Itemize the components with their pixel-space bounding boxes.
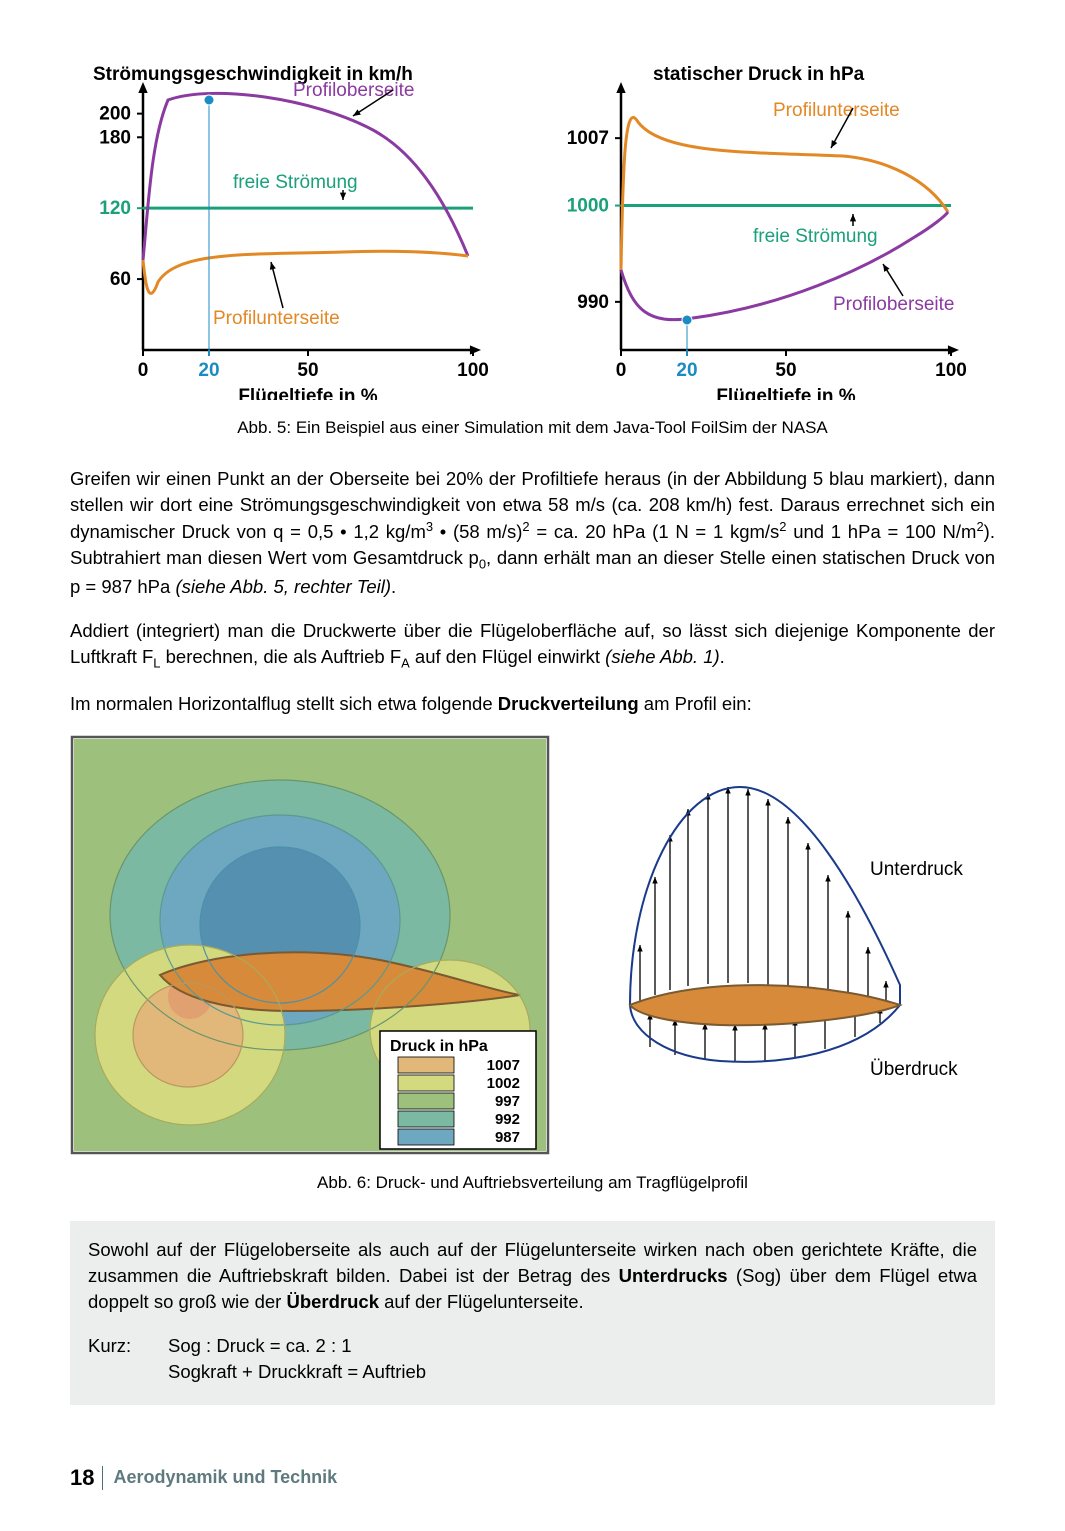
svg-text:1002: 1002 [487,1075,520,1092]
svg-text:200: 200 [99,104,131,125]
svg-text:120: 120 [99,198,131,219]
svg-text:Profilunterseite: Profilunterseite [213,308,340,329]
p1g: (siehe Abb. 5, rechter Teil) [175,576,391,597]
figure-5-charts: Strömungsgeschwindigkeit in km/h02050100… [70,60,995,400]
summary-box: Sowohl auf der Flügeloberseite als auch … [70,1221,995,1404]
kurz-line-2: Sogkraft + Druckkraft = Auftrieb [168,1359,426,1385]
p1c: = ca. 20 hPa (1 N = 1 kgm/s [530,521,780,542]
svg-text:100: 100 [935,360,967,381]
svg-text:50: 50 [775,360,796,381]
kurz-line-1: Sog : Druck = ca. 2 : 1 [168,1333,426,1359]
pressure-contour-plot: Druck in hPa 10071002997992987 [70,735,550,1155]
footer-title: Aerodynamik und Technik [113,1467,337,1488]
svg-text:1007: 1007 [487,1057,520,1074]
svg-text:Flügeltiefe in %: Flügeltiefe in % [716,386,855,400]
svg-text:60: 60 [109,269,130,290]
svg-text:freie Strömung: freie Strömung [753,226,878,247]
bxd: Überdruck [286,1291,379,1312]
p3b: Druckverteilung [498,693,639,714]
kurz-lines: Sog : Druck = ca. 2 : 1 Sogkraft + Druck… [168,1333,426,1385]
svg-text:Druck in hPa: Druck in hPa [390,1038,488,1055]
p2d: (siehe Abb. 1) [605,646,720,667]
svg-text:992: 992 [495,1111,520,1128]
p3c: am Profil ein: [639,693,752,714]
svg-text:Profiloberseite: Profiloberseite [833,294,954,315]
velocity-chart: Strömungsgeschwindigkeit in km/h02050100… [73,60,513,400]
caption-fig5: Abb. 5: Ein Beispiel aus einer Simulatio… [70,418,995,438]
p3a: Im normalen Horizontalflug stellt sich e… [70,693,498,714]
svg-text:990: 990 [577,292,609,313]
caption-fig6: Abb. 6: Druck- und Auftriebsverteilung a… [70,1173,995,1193]
svg-text:statischer Druck in hPa: statischer Druck in hPa [653,64,865,85]
svg-text:100: 100 [457,360,489,381]
svg-text:Flügeltiefe in %: Flügeltiefe in % [238,386,377,400]
footer-separator [102,1466,103,1490]
page-number: 18 [70,1465,94,1491]
summary-text: Sowohl auf der Flügeloberseite als auch … [88,1237,977,1315]
paragraph-1: Greifen wir einen Punkt an der Oberseite… [70,466,995,600]
svg-text:0: 0 [137,360,148,381]
bxe: auf der Flügelunterseite. [379,1291,584,1312]
svg-text:Profilunterseite: Profilunterseite [773,100,900,121]
p2c: auf den Flügel einwirkt [410,646,605,667]
svg-text:0: 0 [615,360,626,381]
svg-text:987: 987 [495,1129,520,1146]
svg-text:180: 180 [99,127,131,148]
kurz-label: Kurz: [88,1333,168,1385]
svg-text:Unterdruck: Unterdruck [870,859,963,880]
svg-text:997: 997 [495,1093,520,1110]
lift-arrows-diagram: Unterdruck Überdruck [570,765,970,1125]
p2b: berechnen, die als Auftrieb F [160,646,401,667]
svg-text:1000: 1000 [566,196,608,217]
p1b: • (58 m/s) [433,521,522,542]
svg-text:20: 20 [198,360,219,381]
p1d: und 1 hPa = 100 N/m [787,521,977,542]
kurz-summary: Kurz: Sog : Druck = ca. 2 : 1 Sogkraft +… [88,1333,977,1385]
paragraph-3: Im normalen Horizontalflug stellt sich e… [70,691,995,717]
pressure-chart: statischer Druck in hPa 0 20 50 100 Flügeltie… [553,60,993,400]
figure-6: Druck in hPa 10071002997992987 Unterdruck… [70,735,995,1155]
svg-text:50: 50 [297,360,318,381]
svg-text:Profiloberseite: Profiloberseite [293,80,414,101]
paragraph-2: Addiert (integriert) man die Druckwerte … [70,618,995,673]
svg-text:freie Strömung: freie Strömung [233,172,358,193]
svg-text:20: 20 [676,360,697,381]
svg-text:1007: 1007 [566,128,608,149]
svg-text:Überdruck: Überdruck [870,1059,958,1080]
bxb: Unterdrucks [619,1265,728,1286]
page-footer: 18 Aerodynamik und Technik [70,1465,995,1491]
